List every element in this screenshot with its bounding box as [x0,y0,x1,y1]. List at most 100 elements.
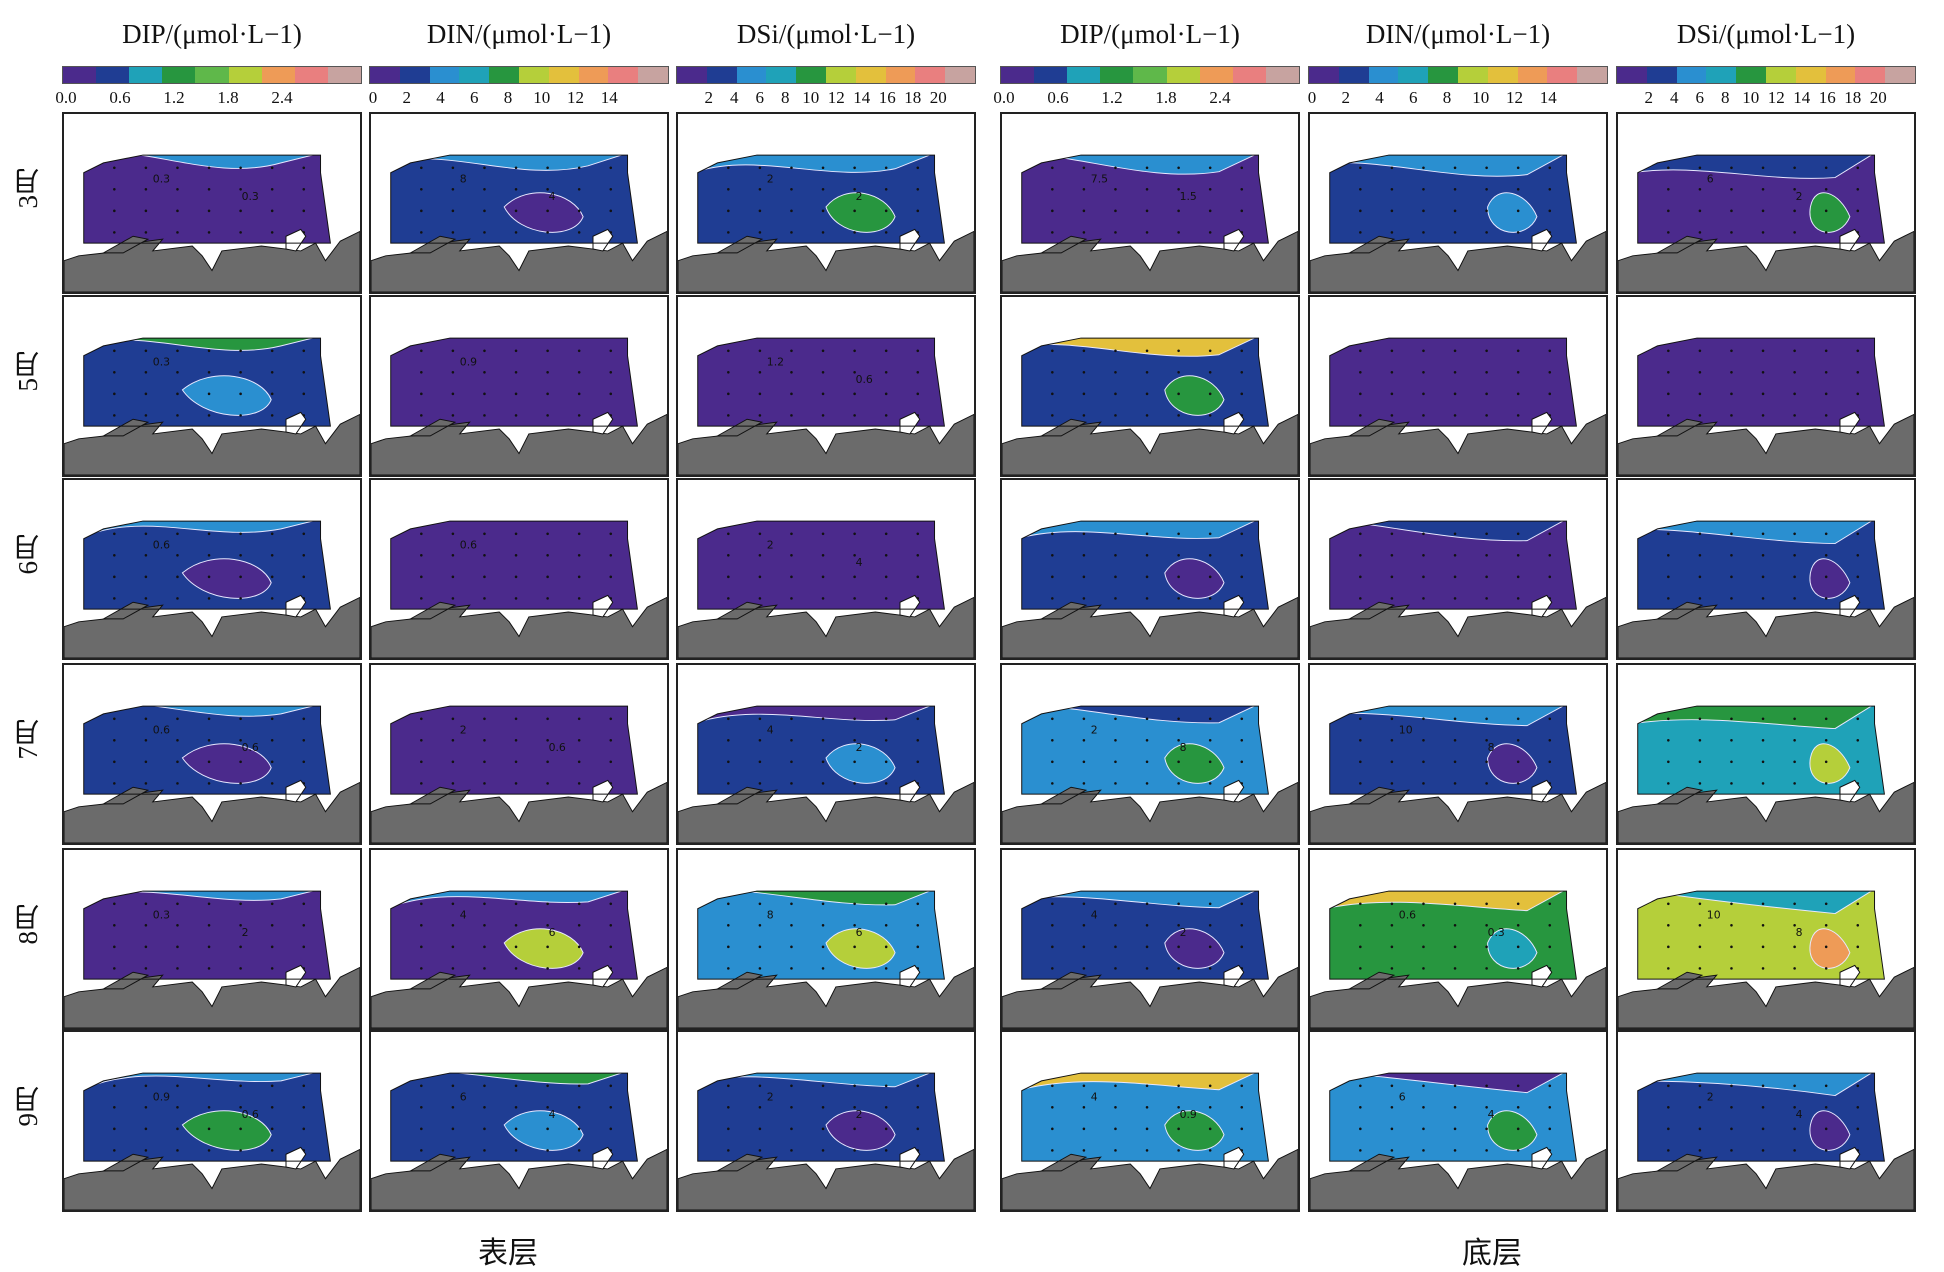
station-dot [1051,1106,1054,1109]
map-panel: 10 8 [1616,848,1916,1030]
station-dot [1793,782,1796,785]
tick-label: 12 [1767,88,1785,107]
station-dot [483,1149,486,1152]
station-dot [451,188,455,191]
station-dot [270,782,274,785]
sea-boundary [83,154,331,244]
station-dot [884,924,888,927]
station-dot [1698,371,1702,374]
tick-label: 6 [755,88,765,107]
station-dot [176,371,179,374]
sea-boundary [697,705,945,795]
station-dot [1114,1149,1117,1152]
station-dot [727,1149,730,1152]
peninsula [1039,418,1088,437]
station-dot [1208,782,1212,785]
tick-label: 8 [781,88,790,107]
contour-region [181,743,272,784]
station-dot [546,924,549,927]
station-dot [302,166,306,170]
station-dot [302,902,306,906]
station-dot [1453,1127,1457,1131]
station-dot [302,532,306,536]
station-dot [916,945,920,949]
station-dot [113,1149,116,1152]
station-dot [514,1127,518,1131]
station-dot [1114,231,1117,234]
contour-region [697,706,936,725]
station-dot [1240,945,1244,949]
station-dot [1453,1084,1457,1088]
contour-label: 2 [856,741,863,754]
row-label: 6月 [13,534,43,575]
contour-fields [83,521,322,600]
contour-label: 10 [1399,724,1413,737]
station-dot [758,902,762,906]
peninsula [101,235,150,254]
station-dot [609,902,613,906]
station-dot [420,945,423,949]
station-dot [176,597,179,600]
station-dot [916,532,920,536]
tick-label: 14 [600,88,618,107]
station-dot [1730,554,1733,557]
station-dot [113,554,116,557]
station-dot [514,782,518,785]
station-dot [853,532,856,536]
station-dot [1422,1084,1425,1088]
station-dot [176,717,179,721]
contour-label: 0.3 [1488,926,1505,939]
station-dot [144,1127,148,1131]
station-dot [546,739,549,742]
station-dot [821,1084,825,1088]
station-dot [239,349,242,353]
station-dot [1761,782,1765,785]
tick-label: 14 [853,88,871,107]
station-dot [302,717,306,721]
contour-label: 2 [856,1108,863,1121]
station-dot [1145,782,1149,785]
station-dot [176,231,179,234]
station-dot [239,371,242,374]
station-dot [144,575,148,579]
station-dot [1485,924,1488,927]
station-dot [1240,392,1244,396]
sea-area [1329,521,1577,610]
tick-label: 0.0 [55,88,77,107]
station-dot [1422,371,1425,374]
station-dot [790,1106,793,1109]
station-dot [1177,532,1180,536]
station-dot [113,1106,116,1109]
station-dot [420,532,423,536]
station-dot [758,924,762,927]
station-dot [1485,1127,1488,1131]
sea-area [390,706,638,795]
station-dot [483,1106,486,1109]
station-dot [1145,967,1149,970]
station-dot [821,717,825,721]
station-dot [1082,1149,1086,1152]
station-dot [270,1149,274,1152]
map-panel: 0.3 0.3 [62,112,362,294]
station-dot [1824,554,1828,557]
station-dot [1422,575,1425,579]
station-dot [577,1127,581,1131]
station-dot [546,945,549,949]
station-dot [113,231,116,234]
station-dot [546,1127,549,1131]
station-dot [727,349,730,353]
station-dot [790,414,793,417]
station-dot [577,945,581,949]
station-dot [1390,371,1394,374]
station-dot [1730,1106,1733,1109]
station-dot [1793,739,1796,742]
station-dot [514,209,518,213]
station-dot [144,188,148,191]
contour-label: 2 [460,724,467,737]
station-dot [1667,532,1670,536]
station-dot [609,209,613,213]
station-dot [1390,414,1394,417]
contour-label: 0.6 [549,741,566,754]
peninsula [408,601,457,620]
station-dot [1422,717,1425,721]
